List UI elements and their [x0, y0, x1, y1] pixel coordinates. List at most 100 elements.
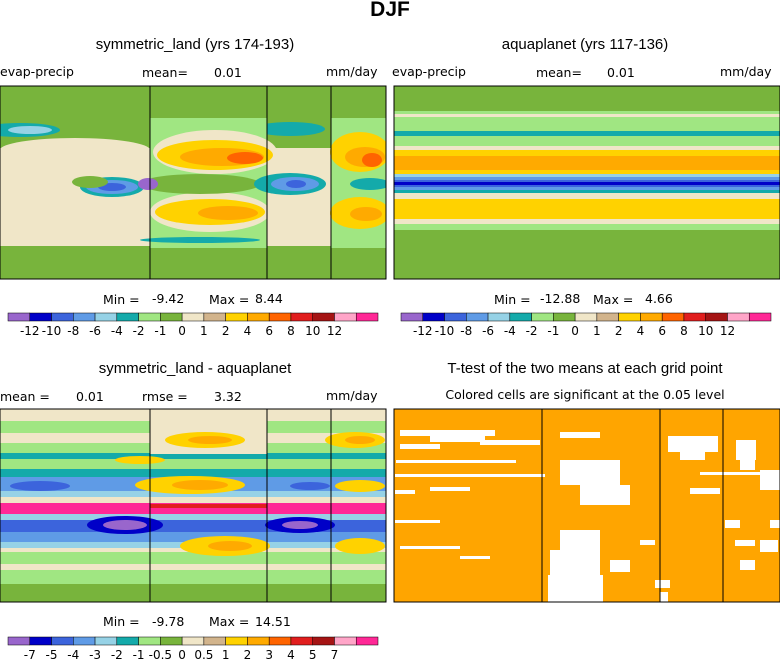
panel3-title: symmetric_land - aquaplanet — [98, 360, 292, 377]
p2-band — [394, 185, 780, 187]
p3-band — [0, 469, 386, 477]
p4-nonsig-cell — [736, 440, 756, 460]
p4-nonsig-cell — [395, 490, 415, 494]
colorbar1-tick-label: 10 — [305, 324, 320, 338]
p1-contour — [140, 237, 260, 243]
colorbar3-tick-label: -2 — [111, 648, 123, 662]
colorbar1-swatch — [116, 312, 139, 322]
p2-band — [394, 174, 780, 177]
colorbar1-swatch — [7, 312, 31, 322]
p4-nonsig-cell — [760, 470, 780, 490]
colorbar2-tick-label: -8 — [460, 324, 472, 338]
colorbar2-tick-label: 4 — [637, 324, 645, 338]
p1-contour — [138, 178, 158, 190]
colorbar2-tick-label: -1 — [547, 324, 559, 338]
colorbar2-tick-label: 12 — [720, 324, 735, 338]
p1-contour — [255, 122, 325, 136]
colorbar1-swatch — [225, 312, 248, 322]
p4-nonsig-cell — [640, 540, 655, 545]
p4-nonsig-cell — [400, 546, 460, 549]
p2-band — [394, 136, 780, 146]
panel4-subtitle: Colored cells are significant at the 0.0… — [445, 387, 725, 402]
colorbar2-tick-label: -12 — [413, 324, 433, 338]
p2-band — [394, 180, 780, 182]
panel3-rmse-label: rmse = — [142, 389, 188, 404]
colorbar1-tick-label: -6 — [89, 324, 101, 338]
p3-band — [0, 514, 386, 520]
p2-band — [394, 111, 780, 114]
p2-band — [394, 219, 780, 224]
p3-contour — [10, 481, 70, 491]
colorbar1-tick-label: 12 — [327, 324, 342, 338]
colorbar3-swatch — [290, 636, 313, 646]
colorbar2-tick-label: -6 — [482, 324, 494, 338]
figure-title: DJF — [370, 0, 410, 21]
p1-contour — [350, 178, 386, 190]
p2-band — [394, 177, 780, 180]
panel2-min-value: -12.88 — [540, 291, 581, 306]
colorbar3-swatch — [247, 636, 270, 646]
colorbar2-swatch — [531, 312, 554, 322]
p4-nonsig-cell — [430, 487, 470, 491]
panel3-frame — [0, 408, 387, 603]
panel4-frame — [393, 408, 780, 603]
panel2-min-label: Min = — [494, 292, 531, 307]
p3-contour — [345, 436, 375, 444]
p2-band — [394, 193, 780, 199]
p2-band — [394, 131, 780, 136]
colorbar1-swatch — [355, 312, 379, 322]
colorbar2-swatch — [574, 312, 598, 322]
colorbar3-tick-label: -1 — [133, 648, 145, 662]
p3-band — [0, 570, 386, 584]
p2-band — [394, 182, 780, 185]
p1-contour — [267, 148, 331, 246]
panel1-title: symmetric_land (yrs 174-193) — [95, 36, 295, 53]
p4-nonsig-cell — [760, 540, 778, 552]
p3-contour — [335, 538, 385, 554]
colorbar3-swatch — [355, 636, 379, 646]
colorbar2-tick-label: 0 — [571, 324, 579, 338]
p4-nonsig-cell — [395, 520, 440, 523]
p3-contour — [208, 541, 252, 551]
p4-nonsig-cell — [400, 444, 440, 449]
panel1-max-label: Max = — [209, 292, 250, 307]
p3-contour — [335, 480, 385, 492]
colorbar3-tick-label: -3 — [89, 648, 101, 662]
panel1-max-value: 8.44 — [255, 291, 283, 306]
panel3-mean-value: 0.01 — [76, 389, 104, 404]
p3-band — [0, 491, 386, 497]
colorbar3-tick-label: -5 — [46, 648, 58, 662]
colorbar3-tick-label: 2 — [244, 648, 252, 662]
p2-band — [394, 230, 780, 279]
colorbar1-tick-label: -1 — [154, 324, 166, 338]
p4-nonsig-cell — [560, 432, 600, 438]
p1-contour — [227, 152, 263, 164]
p3-band — [0, 564, 386, 570]
colorbar2-tick-label: -4 — [504, 324, 516, 338]
panel3-map — [0, 409, 386, 602]
colorbar3-swatch — [29, 636, 52, 646]
colorbar2-swatch — [661, 312, 685, 322]
colorbar1-tick-label: -4 — [111, 324, 123, 338]
colorbar3-tick-label: 5 — [309, 648, 317, 662]
panel2-title: aquaplanet (yrs 117-136) — [501, 36, 669, 53]
colorbar1-swatch — [138, 312, 161, 322]
p2-band — [394, 86, 780, 111]
p4-nonsig-cell — [655, 580, 670, 588]
p3-contour — [282, 521, 318, 529]
colorbar3-tick-label: 0 — [178, 648, 186, 662]
colorbar1-swatch — [29, 312, 52, 322]
colorbar3-swatch — [203, 636, 226, 646]
colorbar2-swatch — [509, 312, 532, 322]
panel3-max-label: Max = — [209, 614, 250, 629]
colorbar3-swatch — [138, 636, 161, 646]
p2-band — [394, 199, 780, 219]
colorbar2-swatch — [466, 312, 489, 322]
colorbar3-swatch — [73, 636, 96, 646]
colorbar2-swatch — [640, 312, 663, 322]
p3-contour — [172, 480, 228, 490]
p1-contour — [140, 174, 260, 194]
colorbar2-swatch — [596, 312, 619, 322]
colorbar2-swatch — [705, 312, 728, 322]
p4-nonsig-cell — [770, 520, 780, 528]
